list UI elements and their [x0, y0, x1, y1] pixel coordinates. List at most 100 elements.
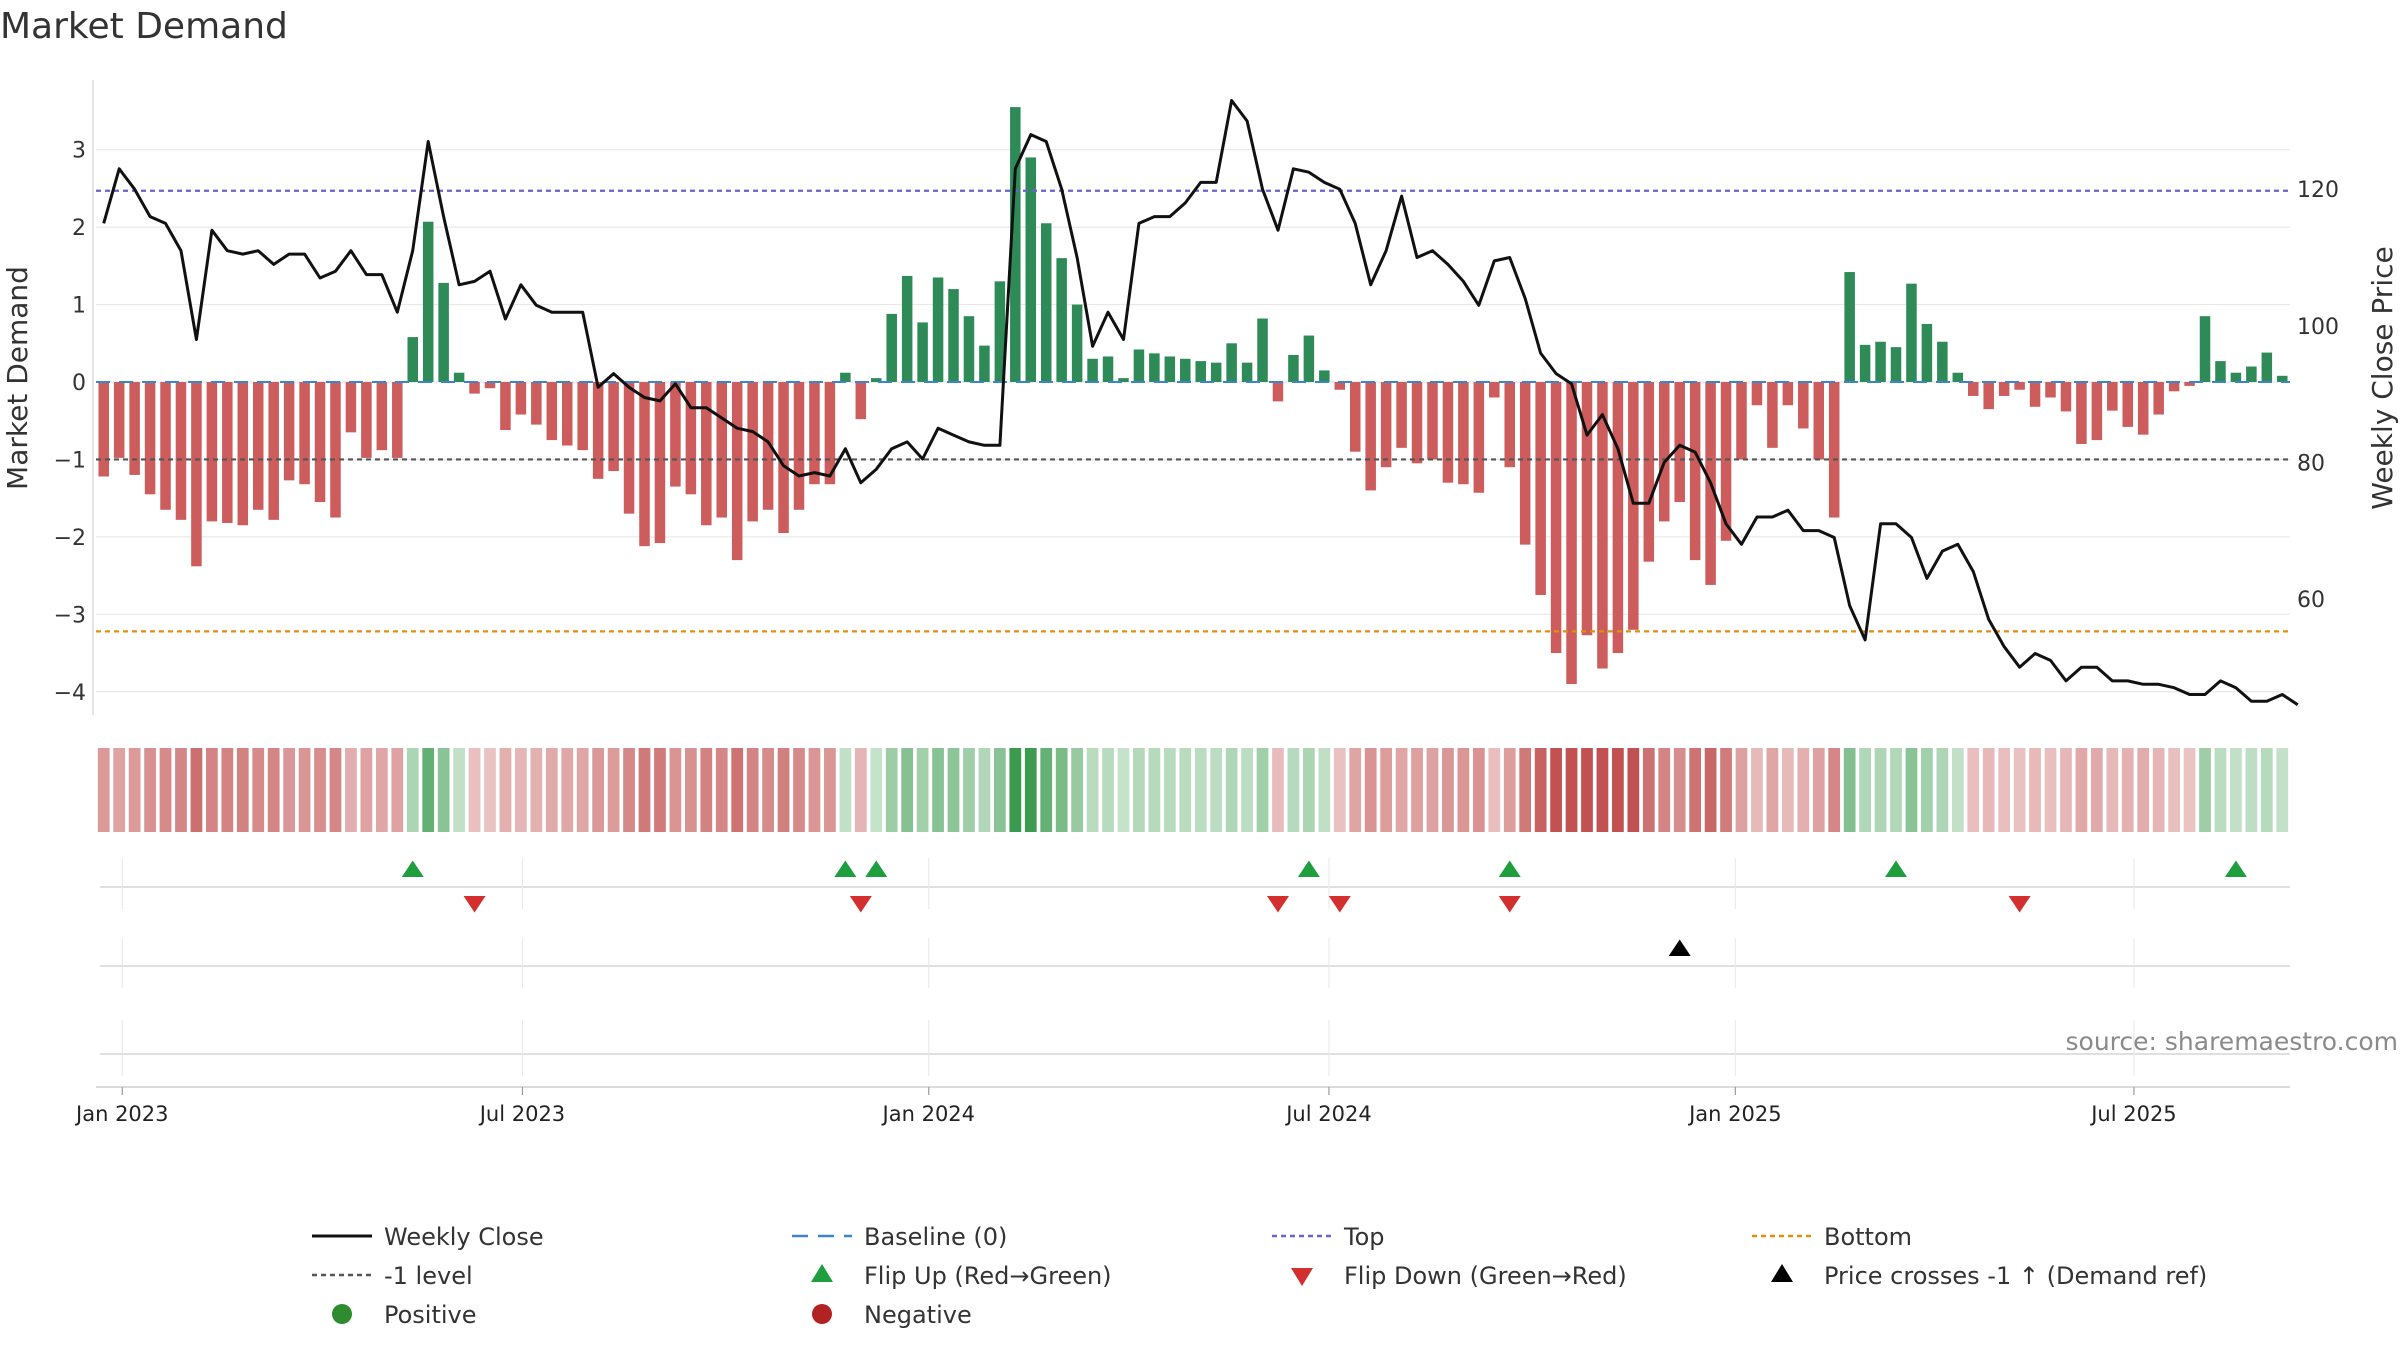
demand-bar [1535, 382, 1546, 595]
demand-bar [345, 382, 357, 433]
heat-cell [391, 748, 404, 832]
demand-bar [1952, 372, 1964, 383]
heat-cell [2230, 748, 2242, 832]
demand-bar [1380, 382, 1392, 468]
heat-cell [1766, 748, 1779, 832]
demand-bar [1983, 382, 1994, 410]
demand-bar [129, 382, 140, 475]
demand-bar [546, 382, 558, 441]
heat-cell [1040, 748, 1053, 832]
demand-bar [1025, 157, 1037, 383]
demand-bar [2076, 382, 2087, 444]
demand-bar [577, 382, 588, 451]
demand-bar [1010, 107, 1021, 383]
heat-cell [2075, 748, 2088, 832]
date-tick-label: Jul 2023 [478, 1102, 565, 1126]
heat-cell [2260, 748, 2273, 832]
legend-label: Flip Up (Red→Green) [864, 1262, 1112, 1290]
demand-bar [747, 382, 758, 522]
demand-bar [855, 382, 867, 420]
heat-cell [298, 748, 311, 832]
heat-cell [360, 748, 373, 832]
flip-up-marker [2224, 860, 2247, 878]
flip-down-marker [1266, 895, 1289, 913]
demand-bar [1489, 382, 1500, 398]
heat-cell [1642, 748, 1655, 832]
legend-swatch [812, 1304, 832, 1324]
heat-cell [1720, 748, 1732, 832]
flip-up-marker [401, 860, 424, 878]
demand-bar [1210, 362, 1222, 383]
price-cross-marker [1668, 939, 1691, 957]
date-tick-label: Jul 2025 [2089, 1102, 2176, 1126]
demand-bar [840, 372, 851, 383]
demand-bar [2014, 382, 2025, 390]
heat-cell [1581, 748, 1593, 832]
y-tick-label-right: 100 [2297, 315, 2339, 340]
demand-bar [1566, 382, 1577, 685]
demand-bar [1164, 356, 1176, 383]
heat-cell [932, 748, 944, 832]
heat-cell [1704, 748, 1717, 832]
chart-title: Market Demand [0, 6, 288, 47]
heat-cell [1071, 748, 1083, 832]
heat-cell [1133, 748, 1145, 832]
demand-bar [1056, 258, 1067, 383]
heat-cell [1194, 748, 1207, 832]
heat-cell [515, 748, 527, 832]
flip-up-marker [1885, 860, 1908, 878]
heat-cell [2121, 748, 2134, 832]
heat-cell [1303, 748, 1315, 832]
demand-bar [1365, 382, 1376, 491]
heat-cell [1550, 748, 1562, 832]
legend-label: Top [1343, 1223, 1385, 1251]
demand-bar [2045, 382, 2056, 398]
legend-swatch [1771, 1264, 1793, 1282]
heat-cell [1828, 748, 1841, 832]
y-tick-label: −3 [54, 603, 86, 628]
demand-bar [1180, 358, 1191, 383]
demand-bar [901, 275, 913, 383]
demand-bar [1968, 382, 1979, 396]
heat-cell [1318, 748, 1331, 832]
heat-cell [1055, 748, 1068, 832]
demand-bar [392, 382, 403, 458]
heat-cell [499, 748, 512, 832]
demand-bar [1921, 323, 1933, 383]
demand-bar [2184, 382, 2195, 386]
demand-bar [886, 313, 897, 383]
heat-cell [1287, 748, 1300, 832]
demand-bar [484, 382, 496, 389]
heat-cell [916, 748, 929, 832]
heat-cell [993, 748, 1006, 832]
legend-label: Flip Down (Green→Red) [1344, 1262, 1627, 1290]
demand-bar [515, 382, 527, 415]
demand-bar [762, 382, 774, 510]
heat-cell [2137, 748, 2150, 832]
heat-cell [2152, 748, 2165, 832]
demand-bar [824, 382, 836, 485]
y-tick-label: 1 [72, 294, 86, 319]
heat-cell [746, 748, 759, 832]
legend-label: Negative [864, 1301, 972, 1329]
demand-bar [330, 382, 341, 518]
demand-bar [361, 382, 372, 458]
legend-label: Bottom [1824, 1223, 1912, 1251]
heat-cell [731, 748, 744, 832]
heat-cell [1612, 748, 1624, 832]
heat-cell [1921, 748, 1933, 832]
demand-bar [191, 382, 202, 567]
demand-heat-strip [97, 748, 2289, 832]
heat-cell [1225, 748, 1238, 832]
demand-bar [500, 382, 511, 431]
demand-bar [1736, 382, 1747, 460]
y-tick-label-right: 120 [2297, 178, 2339, 203]
demand-bar [252, 382, 264, 510]
flip-up-marker [865, 860, 888, 878]
demand-bar [1890, 347, 1902, 383]
demand-bar [994, 281, 1006, 383]
heat-cell [2029, 748, 2041, 832]
heat-cell [206, 748, 218, 832]
legend-swatch [332, 1304, 352, 1324]
demand-bar [1674, 382, 1685, 503]
